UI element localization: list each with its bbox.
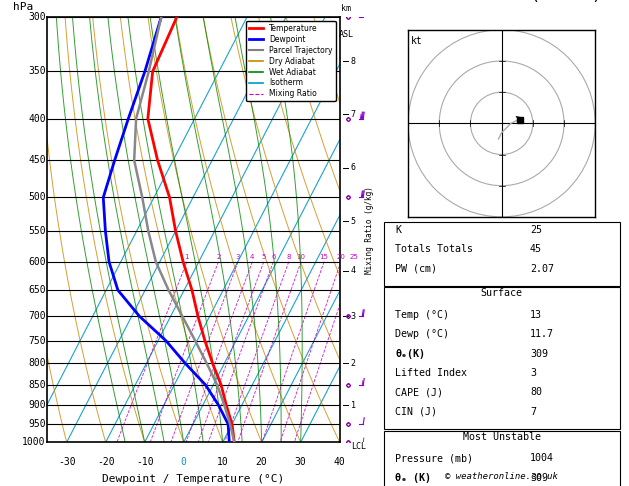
Text: K: K <box>396 225 401 235</box>
Text: 500: 500 <box>28 192 46 203</box>
Text: 1004: 1004 <box>530 453 554 463</box>
Text: 3: 3 <box>236 254 240 260</box>
Text: Surface: Surface <box>481 288 523 298</box>
Text: Totals Totals: Totals Totals <box>396 244 474 254</box>
Text: 5: 5 <box>262 254 266 260</box>
Text: 4: 4 <box>250 254 255 260</box>
Text: 10: 10 <box>217 457 228 467</box>
Text: 600: 600 <box>28 257 46 267</box>
Text: 1: 1 <box>351 400 355 410</box>
Text: 2: 2 <box>216 254 221 260</box>
Text: 20: 20 <box>256 457 267 467</box>
Text: 800: 800 <box>28 359 46 368</box>
Text: 11.7: 11.7 <box>530 329 554 339</box>
Text: Mixing Ratio (g/kg): Mixing Ratio (g/kg) <box>365 186 374 274</box>
Text: 5: 5 <box>351 217 355 226</box>
Text: 30.05.2024  12GMT  (Base: 18): 30.05.2024 12GMT (Base: 18) <box>404 0 599 2</box>
Text: -30: -30 <box>58 457 75 467</box>
Text: hPa: hPa <box>13 2 33 12</box>
Text: 40: 40 <box>334 457 345 467</box>
Text: 45: 45 <box>530 244 542 254</box>
Text: 4: 4 <box>351 266 355 275</box>
Text: 850: 850 <box>28 380 46 390</box>
Text: 900: 900 <box>28 400 46 410</box>
Text: -20: -20 <box>97 457 114 467</box>
Text: LCL: LCL <box>351 442 365 451</box>
Text: 7: 7 <box>530 407 536 417</box>
Text: 300: 300 <box>28 12 46 22</box>
Text: 25: 25 <box>350 254 359 260</box>
Text: Temp (°C): Temp (°C) <box>396 310 450 320</box>
Text: 550: 550 <box>28 226 46 236</box>
Text: 15: 15 <box>320 254 328 260</box>
Text: 2.07: 2.07 <box>530 263 554 274</box>
Text: 80: 80 <box>530 387 542 398</box>
Text: © weatheronline.co.uk: © weatheronline.co.uk <box>445 472 558 481</box>
Text: 1000: 1000 <box>22 437 46 447</box>
Text: Lifted Index: Lifted Index <box>396 368 467 378</box>
Text: 650: 650 <box>28 285 46 295</box>
Text: CIN (J): CIN (J) <box>396 407 438 417</box>
Text: θₑ (K): θₑ (K) <box>396 472 431 483</box>
Text: 3: 3 <box>351 312 355 321</box>
Text: 309: 309 <box>530 348 548 359</box>
Text: Dewp (°C): Dewp (°C) <box>396 329 450 339</box>
Text: 700: 700 <box>28 311 46 321</box>
Text: Dewpoint / Temperature (°C): Dewpoint / Temperature (°C) <box>103 474 284 484</box>
Text: 3: 3 <box>530 368 536 378</box>
Text: 6: 6 <box>351 163 355 173</box>
Text: 50°31'N  1°37'E  30m ASL: 50°31'N 1°37'E 30m ASL <box>97 0 260 2</box>
Text: 950: 950 <box>28 419 46 429</box>
Text: 7: 7 <box>351 110 355 119</box>
Text: 25: 25 <box>530 225 542 235</box>
Text: 30: 30 <box>295 457 306 467</box>
Text: Most Unstable: Most Unstable <box>462 432 541 442</box>
Text: 13: 13 <box>530 310 542 320</box>
Text: PW (cm): PW (cm) <box>396 263 438 274</box>
Text: 8: 8 <box>351 57 355 66</box>
Text: 400: 400 <box>28 114 46 123</box>
Text: km: km <box>341 4 351 13</box>
Text: 2: 2 <box>351 359 355 368</box>
Text: 750: 750 <box>28 336 46 346</box>
Text: 0: 0 <box>181 457 187 467</box>
Legend: Temperature, Dewpoint, Parcel Trajectory, Dry Adiabat, Wet Adiabat, Isotherm, Mi: Temperature, Dewpoint, Parcel Trajectory… <box>247 21 336 102</box>
Text: 350: 350 <box>28 67 46 76</box>
Text: kt: kt <box>411 36 423 46</box>
Text: 450: 450 <box>28 155 46 165</box>
Text: 10: 10 <box>296 254 306 260</box>
Text: 1: 1 <box>184 254 189 260</box>
Text: 8: 8 <box>286 254 291 260</box>
Text: 20: 20 <box>337 254 345 260</box>
Text: θₑ(K): θₑ(K) <box>396 348 425 359</box>
Text: 6: 6 <box>271 254 276 260</box>
Text: Pressure (mb): Pressure (mb) <box>396 453 474 463</box>
Text: CAPE (J): CAPE (J) <box>396 387 443 398</box>
Text: -10: -10 <box>136 457 153 467</box>
Text: ASL: ASL <box>338 30 353 39</box>
Text: 309: 309 <box>530 472 548 483</box>
